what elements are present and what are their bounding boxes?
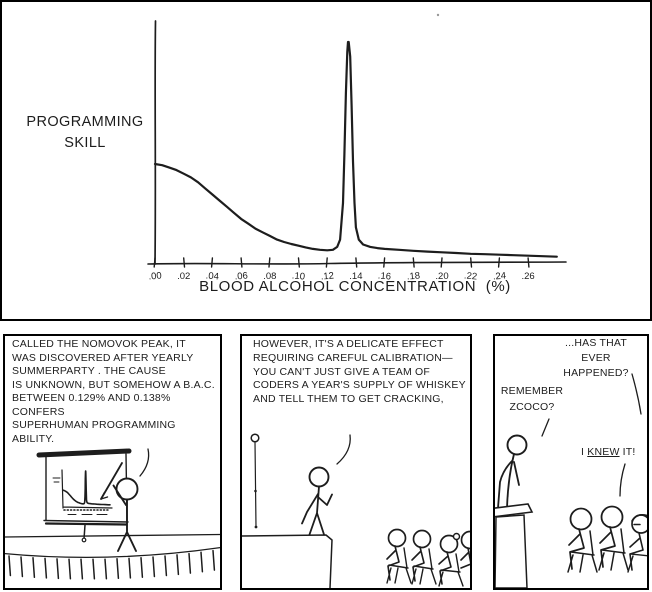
caption-line: CALLED THE NOMOVOK PEAK, IT (12, 338, 186, 350)
speech-line-text: ZCOCO? (509, 400, 555, 413)
panel3-speech-audience: I KNEW IT! (581, 446, 649, 458)
panel3-speech-offpanel: ...HAS THAT EVER HAPPENED? (548, 336, 644, 381)
y-axis-label-line2: SKILL (64, 135, 106, 151)
caption-line: WAS DISCOVERED AFTER YEARLY (12, 351, 194, 364)
caption-line: REQUIRING CAREFUL CALIBRATION— (253, 351, 453, 364)
caption-line: AND TELL THEM TO GET CRACKING, (253, 393, 444, 406)
speech-line-text: ...HAS THAT (565, 337, 627, 349)
caption-line: CODERS A YEAR'S SUPPLY OF WHISKEY (253, 379, 466, 392)
caption-line: IS UNKNOWN, BUT SOMEHOW A B.A.C. (12, 378, 215, 391)
speech-line-text-underlined: KNEW (587, 446, 620, 458)
speech-line-text: REMEMBER (500, 385, 564, 397)
panel3-speech-presenter: REMEMBER ZCOCO? (500, 384, 564, 415)
speech-line-text: I (581, 446, 588, 458)
caption-line: HOWEVER, IT'S A DELICATE EFFECT (253, 338, 444, 350)
panel2-caption: HOWEVER, IT'S A DELICATE EFFECT REQUIRIN… (253, 338, 467, 407)
panel1-caption: CALLED THE NOMOVOK PEAK, IT WAS DISCOVER… (12, 338, 216, 446)
speech-line-text: IT! (619, 446, 636, 458)
y-axis-label-line1: PROGRAMMING (26, 114, 144, 130)
chart-panel (0, 0, 652, 321)
caption-line: SUMMERPARTY . THE CAUSE (12, 365, 166, 377)
x-axis-label: BLOOD ALCOHOL CONCENTRATION (%) (199, 278, 511, 295)
caption-line: YOU CAN'T JUST GIVE A TEAM OF (253, 365, 431, 378)
speech-line-text: EVER HAPPENED? (563, 352, 629, 379)
y-axis-label: PROGRAMMING SKILL (20, 112, 150, 154)
caption-line: BETWEEN 0.129% AND 0.138% CONFERS (12, 392, 171, 418)
caption-line: SUPERHUMAN PROGRAMMING ABILITY. (12, 419, 176, 445)
